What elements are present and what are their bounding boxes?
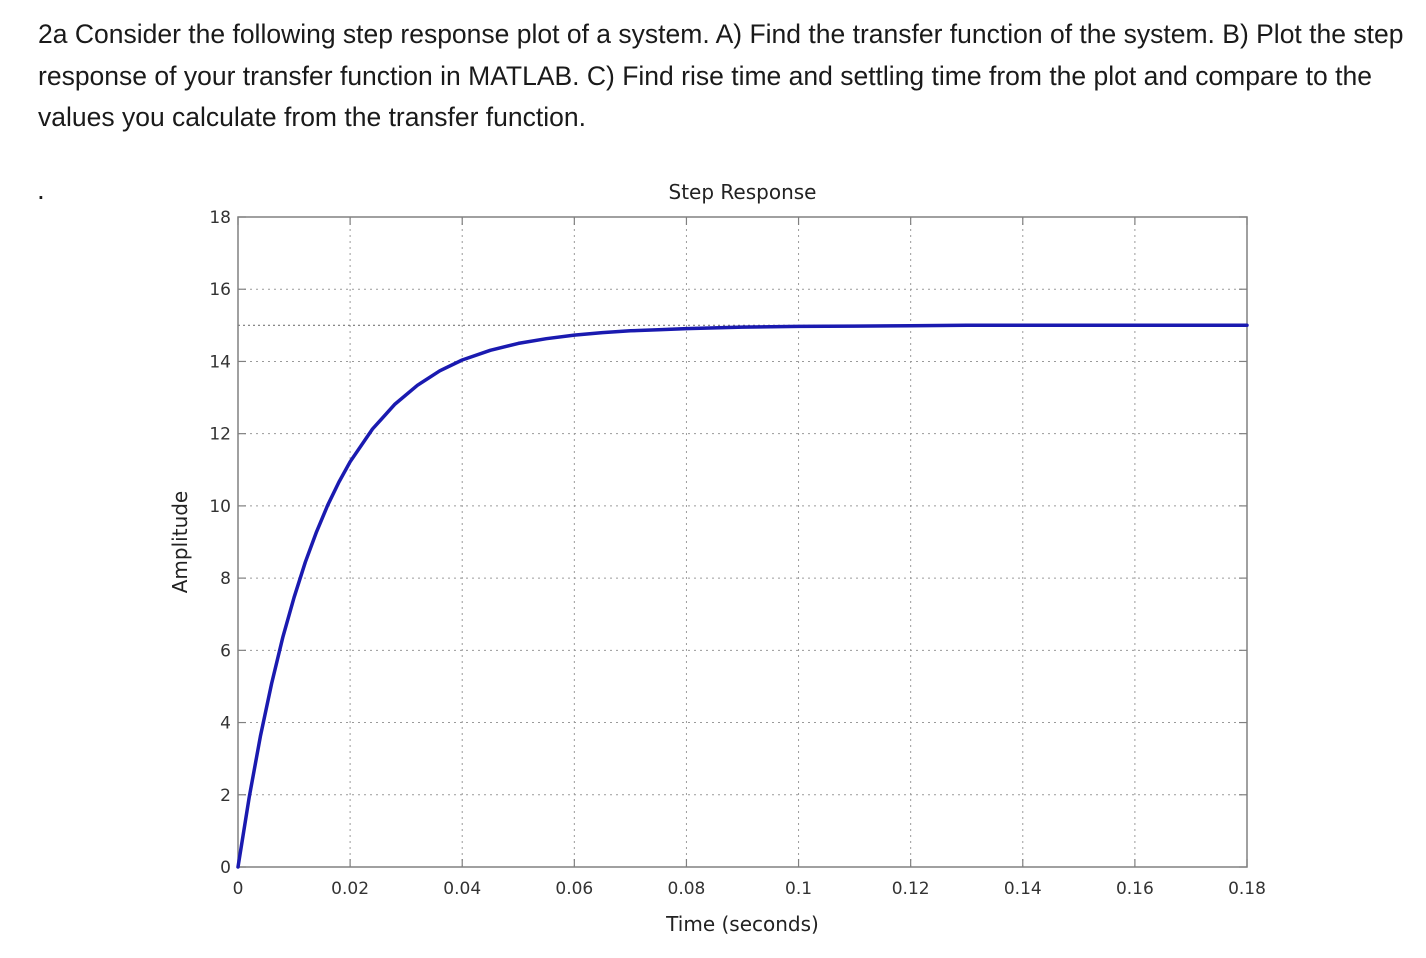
plot-frame (237, 216, 1248, 868)
x-tick-label: 0.02 (331, 879, 369, 899)
problem-statement: 2a Consider the following step response … (38, 19, 1404, 132)
y-tick-label: 12 (209, 425, 231, 445)
x-tick-label: 0.06 (555, 879, 593, 899)
x-tick-label: 0.12 (892, 879, 930, 899)
y-tick-label: 4 (220, 714, 231, 734)
step-response-line (236, 323, 1249, 869)
y-tick-label: 2 (220, 786, 231, 806)
x-tick-label: 0.16 (1116, 879, 1154, 899)
x-tick-label: 0.14 (1004, 879, 1042, 899)
x-tick-label: 0.18 (1228, 879, 1266, 899)
chart-title: Step Response (669, 180, 817, 204)
x-tick-label: 0.1 (785, 879, 812, 899)
y-tick-label: 0 (220, 858, 231, 878)
x-axis-label: Time (seconds) (665, 912, 819, 936)
stray-mark: . (37, 174, 45, 205)
y-axis-label: Amplitude (168, 491, 192, 594)
y-tick-label: 8 (220, 569, 231, 589)
y-tick-label: 6 (220, 641, 231, 661)
y-tick-label: 10 (209, 497, 231, 517)
x-tick-label: 0 (233, 879, 244, 899)
y-tick-label: 18 (209, 208, 231, 228)
y-tick-label: 14 (209, 352, 231, 372)
y-tick-label: 16 (209, 280, 231, 300)
x-tick-label: 0.08 (668, 879, 706, 899)
x-tick-label: 0.04 (443, 879, 481, 899)
